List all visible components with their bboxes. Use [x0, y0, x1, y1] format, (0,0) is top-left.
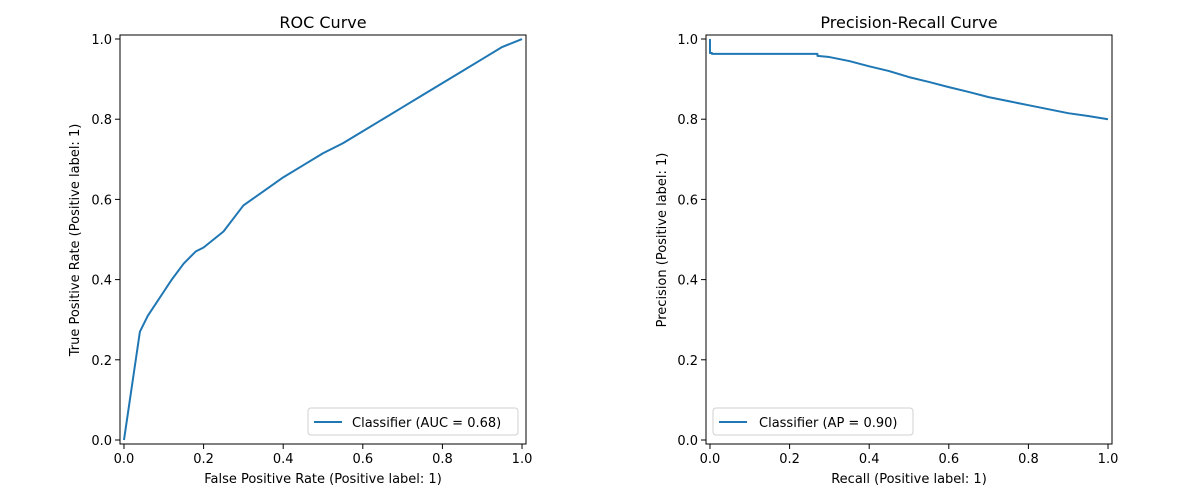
roc-axes-frame	[119, 34, 527, 445]
pr-plot-area: 0.0 0.2 0.4 0.6 0.8 1.0 0.0 0.2 0.4 0.6 0.8 1.0	[677, 33, 1118, 467]
roc-y-tick-label: 0.8	[91, 113, 112, 128]
roc-x-axis-label: False Positive Rate (Positive label: 1)	[204, 472, 442, 487]
roc-x-tick-label: 0.8	[432, 452, 453, 467]
roc-panel: ROC Curve False Positive Rate (Positive …	[68, 13, 532, 487]
pr-panel: Precision-Recall Curve Recall (Positive …	[655, 13, 1118, 487]
pr-x-tick-label: 0.0	[700, 452, 721, 467]
roc-curve-series-0	[122, 38, 523, 441]
roc-x-tick-label: 0.4	[273, 452, 294, 467]
roc-plot-area: 0.0 0.2 0.4 0.6 0.8 1.0 0.0 0.2 0.4 0.6 0.8 1.0	[91, 33, 532, 467]
pr-y-tick-label: 0.6	[677, 193, 698, 208]
roc-x-tick-label: 0.6	[352, 452, 373, 467]
pr-legend-box	[712, 407, 914, 436]
roc-y-tick-label: 0.2	[91, 354, 112, 369]
pr-y-tick-label: 0.8	[677, 113, 698, 128]
pr-x-tick-label: 1.0	[1098, 452, 1119, 467]
pr-y-axis-label: Precision (Positive label: 1)	[655, 153, 670, 328]
roc-y-axis-label: True Positive Rate (Positive label: 1)	[68, 124, 83, 358]
roc-y-tick-label: 0.6	[91, 193, 112, 208]
pr-y-tick-label: 0.4	[677, 274, 698, 289]
pr-legend-label: Classifier (AP = 0.90)	[759, 416, 897, 431]
pr-x-tick-label: 0.2	[779, 452, 800, 467]
pr-y-tick-label: 1.0	[677, 33, 698, 48]
pr-y-tick-label: 0.2	[677, 354, 698, 369]
roc-title: ROC Curve	[279, 13, 366, 32]
roc-x-tick-label: 0.2	[193, 452, 214, 467]
roc-legend: Classifier (AUC = 0.68)	[307, 407, 519, 436]
roc-legend-label: Classifier (AUC = 0.68)	[352, 416, 501, 431]
pr-curve-series-0	[708, 39, 1109, 121]
roc-x-tick-label: 1.0	[512, 452, 533, 467]
pr-x-tick-label: 0.4	[859, 452, 880, 467]
roc-y-tick-label: 0.4	[91, 274, 112, 289]
pr-axes-frame	[705, 34, 1113, 445]
pr-title: Precision-Recall Curve	[820, 13, 997, 32]
pr-x-axis-label: Recall (Positive label: 1)	[831, 472, 987, 487]
roc-y-tick-label: 1.0	[91, 33, 112, 48]
pr-legend: Classifier (AP = 0.90)	[712, 407, 914, 436]
pr-x-tick-label: 0.6	[938, 452, 959, 467]
pr-x-tick-label: 0.8	[1018, 452, 1039, 467]
pr-y-tick-label: 0.0	[677, 434, 698, 449]
roc-x-tick-label: 0.0	[114, 452, 135, 467]
roc-legend-box	[307, 407, 519, 436]
roc-y-tick-label: 0.0	[91, 434, 112, 449]
